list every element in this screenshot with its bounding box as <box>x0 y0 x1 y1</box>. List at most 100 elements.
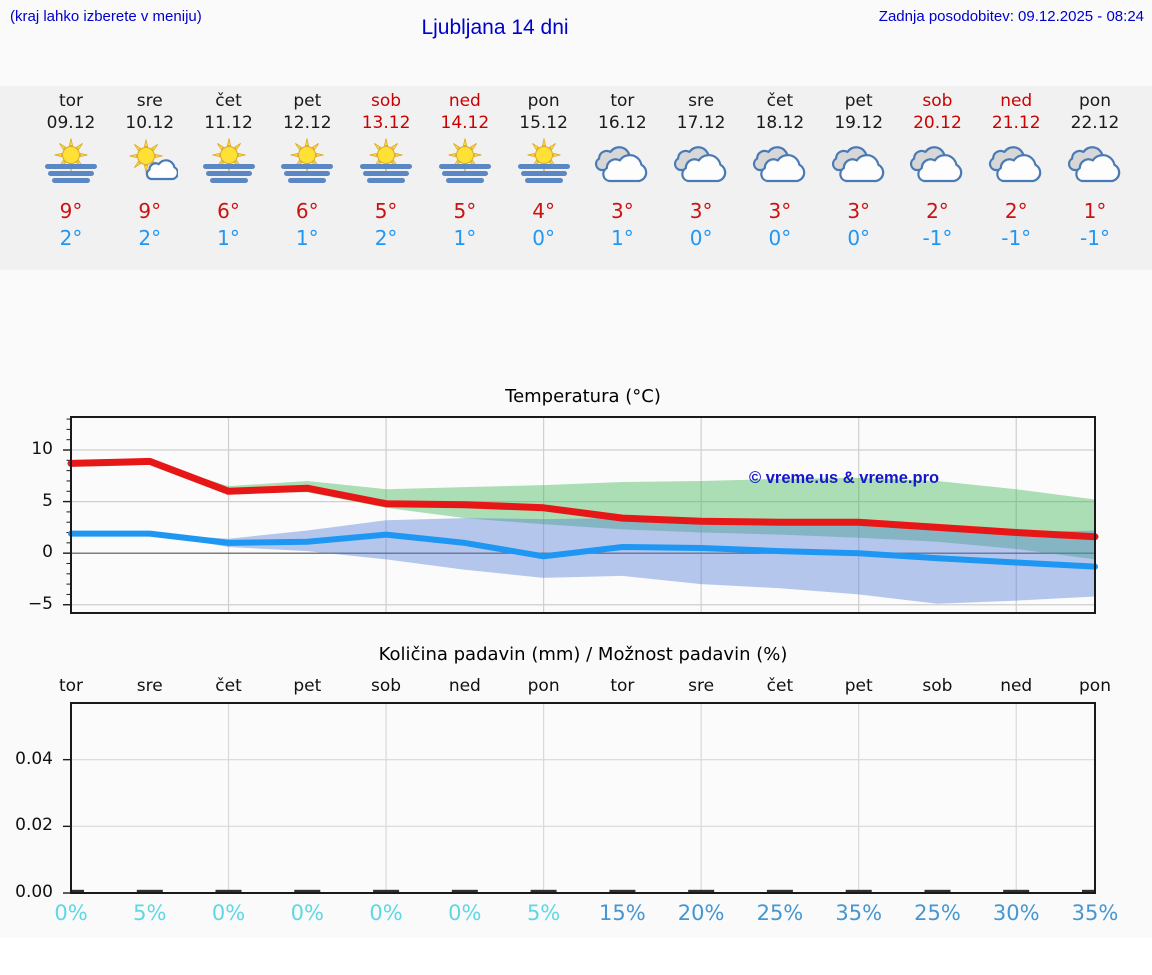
temperature-plot-area: © vreme.us & vreme.pro <box>63 416 1099 614</box>
day-date: 21.12 <box>991 113 1041 133</box>
day-date: 09.12 <box>46 113 96 133</box>
high-temp: 6° <box>217 199 240 223</box>
precip-probability: 0% <box>448 901 482 925</box>
low-temp: 1° <box>217 226 240 250</box>
high-temp: 9° <box>59 199 83 223</box>
day-name: sre <box>688 91 715 111</box>
sun-fog-icon <box>265 134 349 189</box>
day-date: 16.12 <box>598 113 647 133</box>
day-name: ned <box>1000 91 1033 111</box>
low-temp: 2° <box>59 226 83 250</box>
low-temp: 0° <box>847 226 871 250</box>
precip-bar <box>71 889 84 893</box>
precip-day-label: čet <box>215 676 242 696</box>
precip-bar <box>688 889 715 893</box>
high-temp: 9° <box>138 199 162 223</box>
forecast-day-10.12: sre 10.12 9° 2° <box>108 90 192 252</box>
forecast-day-15.12: pon 15.12 4° 0° <box>502 90 586 252</box>
high-temp: 3° <box>689 199 713 223</box>
day-date: 10.12 <box>125 113 175 133</box>
forecast-day-20.12: sob 20.12 2° -1° <box>895 90 979 252</box>
sun-fog-icon <box>344 134 428 189</box>
day-name: pon <box>527 91 560 111</box>
day-date: 18.12 <box>755 113 805 133</box>
temp-ytick-0: 0 <box>42 542 53 563</box>
forecast-day-22.12: pon 22.12 1° -1° <box>1053 90 1137 252</box>
sun-cloud-icon <box>108 134 192 189</box>
precip-bar <box>924 889 951 893</box>
high-temp: 3° <box>611 199 634 223</box>
low-temp: 2° <box>374 226 398 250</box>
cloudy-icon <box>817 134 901 189</box>
precip-bar <box>451 889 478 893</box>
precip-bar <box>136 889 163 893</box>
precip-probability: 5% <box>526 901 561 925</box>
last-updated: Zadnja posodobitev: 09.12.2025 - 08:24 <box>878 8 1144 25</box>
precip-probability: 15% <box>599 901 646 925</box>
day-date: 14.12 <box>440 113 490 133</box>
precipitation-chart-title: Količina padavin (mm) / Možnost padavin … <box>378 644 788 665</box>
cloudy-icon <box>895 134 979 189</box>
precip-probability: 0% <box>369 901 403 925</box>
temperature-y-axis: 10 5 0 −5 <box>0 417 62 614</box>
sun-fog-icon <box>187 134 271 189</box>
temperature-chart: © vreme.us & vreme.pro <box>63 416 1099 614</box>
precip-day-label: čet <box>766 676 794 696</box>
temp-ytick-−5: −5 <box>27 593 53 614</box>
day-name: pet <box>844 91 873 111</box>
cloudy-icon <box>974 134 1058 189</box>
low-temp: -1° <box>922 226 953 250</box>
precip-ytick-0.02: 0.02 <box>15 815 53 836</box>
day-date: 12.12 <box>282 113 332 133</box>
precip-day-label: tor <box>610 676 635 696</box>
location-menu-hint: (kraj lahko izberete v meniju) <box>10 8 202 25</box>
day-name: pon <box>1079 91 1111 111</box>
page-title: Ljubljana 14 dni <box>421 16 569 39</box>
precip-probability: 0% <box>290 901 324 925</box>
forecast-day-13.12: sob 13.12 5° 2° <box>344 90 428 252</box>
low-temp: 2° <box>138 226 162 250</box>
precip-bar <box>530 889 557 893</box>
temperature-chart-title: Temperatura (°C) <box>505 386 661 407</box>
high-temp: 6° <box>295 199 319 223</box>
precip-probability: 0% <box>211 901 246 925</box>
forecast-day-17.12: sre 17.12 3° 0° <box>659 90 743 252</box>
precip-probability: 20% <box>677 901 725 925</box>
day-date: 19.12 <box>834 113 884 133</box>
precip-probability: 30% <box>992 901 1040 925</box>
high-temp: 1° <box>1083 199 1107 223</box>
day-name: čet <box>215 91 242 111</box>
precip-day-label: tor <box>58 676 84 696</box>
precip-ytick-0.04: 0.04 <box>15 748 53 769</box>
day-name: čet <box>766 91 794 111</box>
sun-fog-icon <box>502 134 586 189</box>
max-temp-line <box>67 457 1099 541</box>
cloudy-icon <box>659 134 743 189</box>
low-temp: 1° <box>611 226 634 250</box>
precip-day-label: pet <box>844 676 873 696</box>
precip-day-label: pon <box>1079 676 1111 696</box>
day-date: 15.12 <box>519 113 568 133</box>
day-name: pet <box>293 91 322 111</box>
precip-bar <box>373 889 400 893</box>
precip-day-label: pon <box>527 676 560 696</box>
precip-bar <box>609 889 636 893</box>
day-name: ned <box>448 91 481 111</box>
precip-day-label: pet <box>293 676 322 696</box>
sun-fog-icon <box>423 134 507 189</box>
precip-day-label: sre <box>688 676 715 696</box>
day-name: sob <box>922 91 953 111</box>
low-temp: 0° <box>768 226 792 250</box>
min-temp-line <box>68 530 1098 570</box>
low-temp: -1° <box>1001 226 1032 250</box>
forecast-day-14.12: ned 14.12 5° 1° <box>423 90 507 252</box>
high-temp: 2° <box>926 199 949 223</box>
forecast-day-21.12: ned 21.12 2° -1° <box>974 90 1058 252</box>
low-temp: -1° <box>1080 226 1110 250</box>
precipitation-chart <box>63 702 1096 894</box>
precip-bar <box>766 889 793 893</box>
temp-ytick-10: 10 <box>31 439 53 459</box>
day-date: 22.12 <box>1070 113 1120 133</box>
forecast-day-19.12: pet 19.12 3° 0° <box>817 90 901 252</box>
